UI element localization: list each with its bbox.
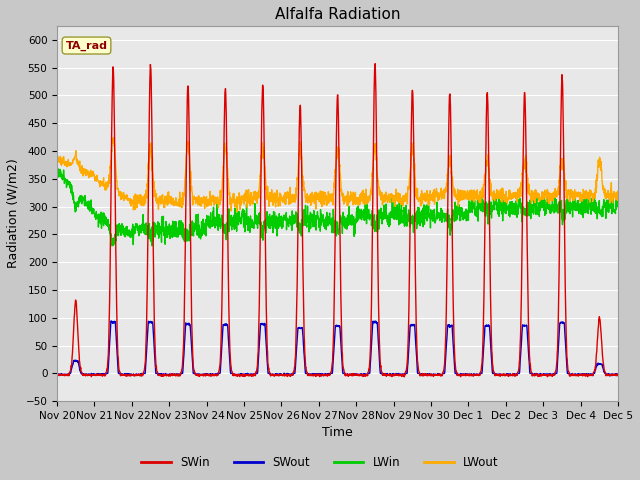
LWin [367, 215, 374, 221]
SWin [614, 372, 622, 378]
LWin [54, 166, 61, 171]
X-axis label: Time: Time [322, 426, 353, 440]
LWout [53, 160, 61, 166]
Line: LWout: LWout [57, 138, 618, 212]
Line: SWin: SWin [57, 64, 618, 377]
LWout [234, 209, 241, 215]
SWout [366, 363, 374, 369]
LWout [210, 199, 218, 204]
LWout [501, 199, 509, 204]
Y-axis label: Radiation (W/m2): Radiation (W/m2) [7, 159, 20, 268]
SWin [366, 357, 374, 362]
SWout [614, 372, 622, 377]
LWout [614, 188, 622, 194]
SWin [210, 372, 218, 378]
LWout [565, 190, 573, 195]
LWin [614, 197, 622, 203]
Line: LWin: LWin [57, 168, 618, 246]
Title: Alfalfa Radiation: Alfalfa Radiation [275, 7, 401, 22]
LWin [565, 209, 573, 215]
LWin [148, 243, 156, 249]
Line: SWout: SWout [57, 321, 618, 376]
LWin [501, 208, 509, 214]
LWout [355, 202, 362, 208]
SWout [108, 318, 115, 324]
SWout [565, 371, 573, 376]
LWin [355, 203, 362, 209]
LWout [367, 191, 374, 196]
SWin [580, 372, 588, 378]
SWin [371, 61, 379, 67]
LWin [210, 218, 218, 224]
SWout [606, 373, 614, 379]
SWin [401, 374, 408, 380]
LWout [580, 190, 588, 196]
SWin [501, 372, 509, 378]
SWout [210, 372, 218, 378]
LWin [53, 168, 61, 174]
Text: TA_rad: TA_rad [65, 40, 108, 51]
SWout [580, 371, 588, 377]
SWout [53, 372, 61, 378]
LWout [109, 135, 117, 141]
SWout [501, 372, 509, 378]
SWin [354, 372, 362, 378]
LWin [580, 209, 588, 215]
Legend: SWin, SWout, LWin, LWout: SWin, SWout, LWin, LWout [137, 452, 503, 474]
SWout [354, 372, 362, 377]
SWin [565, 370, 573, 375]
SWin [53, 372, 61, 377]
